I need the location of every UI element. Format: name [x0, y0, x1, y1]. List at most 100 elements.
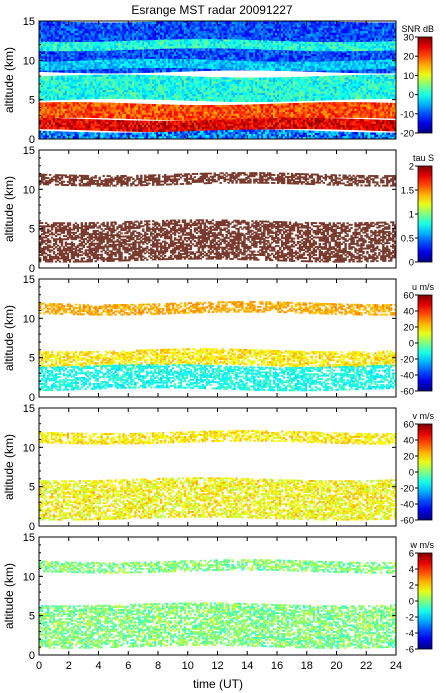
heatmap-cell [116, 35, 119, 39]
heatmap-cell [134, 70, 137, 74]
heatmap-cell [235, 44, 238, 47]
heatmap-cell [348, 50, 351, 54]
heatmap-cell [364, 24, 367, 28]
heatmap-cell [223, 37, 226, 40]
heatmap-cell [225, 52, 228, 56]
heatmap-cell [173, 49, 177, 53]
heatmap-cell [241, 54, 244, 58]
heatmap-cell [378, 51, 381, 54]
heatmap-cell [39, 34, 42, 37]
heatmap-cell [261, 50, 264, 53]
heatmap-cell [140, 70, 143, 73]
heatmap-cell [245, 28, 248, 31]
heatmap-cell [92, 24, 95, 28]
heatmap-cell [96, 29, 99, 32]
heatmap-cell [286, 24, 290, 28]
heatmap-cell [64, 26, 68, 29]
heatmap-cell [378, 35, 381, 39]
heatmap-cell [88, 33, 91, 36]
heatmap-cell [255, 23, 258, 27]
heatmap-cell [78, 67, 82, 70]
heatmap-cell [386, 24, 389, 28]
heatmap-cell [324, 56, 327, 60]
heatmap-cell [106, 24, 109, 28]
heatmap-cell [150, 26, 153, 29]
heatmap-cell [72, 46, 76, 50]
heatmap-cell [326, 42, 329, 45]
heatmap-cell [58, 44, 62, 47]
heatmap-cell [213, 50, 216, 54]
heatmap-cell [245, 52, 248, 55]
heatmap-cell [199, 57, 203, 61]
heatmap-cell [271, 24, 274, 27]
heatmap-cell [163, 46, 167, 49]
heatmap-cell [382, 33, 385, 36]
heatmap-cell [249, 50, 252, 53]
heatmap-cell [108, 48, 111, 51]
heatmap-cell [94, 48, 97, 51]
heatmap-cell [360, 22, 363, 25]
heatmap-cell [189, 27, 193, 30]
heatmap-cell [233, 52, 236, 56]
heatmap-cell [314, 23, 318, 26]
heatmap-cell [213, 48, 216, 51]
heatmap-cell [294, 43, 298, 47]
heatmap-cell [376, 70, 379, 74]
heatmap-cell [388, 68, 391, 72]
heatmap-cell [130, 28, 133, 32]
heatmap-cell [259, 23, 262, 27]
heatmap-cell [384, 55, 387, 58]
heatmap-cell [203, 43, 206, 47]
heatmap-cell [60, 54, 64, 58]
heatmap-cell [360, 70, 363, 74]
heatmap-cell [213, 30, 216, 34]
heatmap-cell [296, 24, 300, 28]
heatmap-cell [74, 70, 78, 73]
heatmap-cell [280, 57, 284, 60]
heatmap-cell [296, 43, 300, 47]
heatmap-cell [370, 29, 373, 32]
heatmap-cell [197, 53, 201, 56]
heatmap-cell [267, 30, 270, 34]
heatmap-cell [356, 35, 359, 38]
heatmap-cell [66, 50, 70, 53]
heatmap-cell [52, 69, 56, 73]
heatmap-cell [205, 21, 208, 23]
heatmap-cell [261, 59, 264, 62]
heatmap-cell [197, 35, 201, 39]
heatmap-cell [292, 24, 296, 28]
heatmap-cell [209, 37, 212, 41]
heatmap-cell [44, 68, 48, 71]
heatmap-cell [352, 39, 355, 43]
heatmap-cell [314, 44, 318, 47]
heatmap-cell [243, 30, 246, 33]
heatmap-cell [66, 63, 70, 66]
heatmap-cell [185, 41, 189, 44]
heatmap-cell [108, 37, 111, 41]
heatmap-cell [165, 30, 169, 33]
heatmap-cell [364, 33, 367, 36]
heatmap-cell [187, 51, 191, 54]
heatmap-cell [344, 35, 347, 38]
heatmap-cell [106, 29, 109, 32]
heatmap-cell [278, 52, 282, 56]
heatmap-cell [195, 22, 199, 26]
heatmap-cell [344, 37, 347, 40]
heatmap-cell [88, 66, 91, 70]
heatmap-cell [388, 29, 391, 32]
heatmap-cell [199, 21, 203, 23]
heatmap-cell [156, 48, 159, 51]
heatmap-cell [181, 45, 185, 49]
heatmap-cell [239, 30, 242, 34]
heatmap-cell [39, 36, 42, 39]
heatmap-cell [352, 70, 355, 74]
heatmap-cell [108, 41, 111, 44]
heatmap-cell [316, 51, 320, 55]
heatmap-cell [128, 53, 131, 56]
heatmap-cell [314, 38, 318, 42]
heatmap-cell [144, 57, 147, 60]
heatmap-cell [156, 46, 159, 49]
heatmap-cell [314, 48, 318, 52]
heatmap-cell [306, 27, 310, 30]
heatmap-cell [48, 32, 52, 35]
